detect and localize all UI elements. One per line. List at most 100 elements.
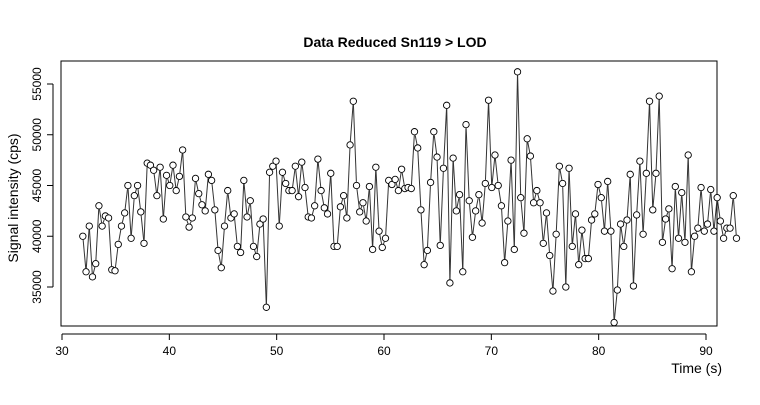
data-point xyxy=(688,269,694,275)
data-point xyxy=(347,142,353,148)
data-point xyxy=(569,243,575,249)
data-point xyxy=(508,157,514,163)
data-point xyxy=(134,182,140,188)
data-point xyxy=(469,234,475,240)
data-point xyxy=(250,243,256,249)
data-point xyxy=(357,209,363,215)
data-point xyxy=(453,208,459,214)
data-point xyxy=(202,208,208,214)
data-point xyxy=(244,214,250,220)
data-point xyxy=(299,159,305,165)
data-point xyxy=(321,205,327,211)
data-point xyxy=(518,194,524,200)
y-tick-label: 45000 xyxy=(30,168,44,202)
data-point xyxy=(524,136,530,142)
data-point xyxy=(547,252,553,258)
data-point xyxy=(131,192,137,198)
data-point xyxy=(460,269,466,275)
data-point xyxy=(392,176,398,182)
data-point xyxy=(621,243,627,249)
x-tick-label: 50 xyxy=(270,344,284,358)
data-point xyxy=(595,181,601,187)
data-point xyxy=(96,203,102,209)
data-point xyxy=(308,215,314,221)
data-point xyxy=(585,255,591,261)
data-point xyxy=(334,243,340,249)
data-point xyxy=(208,177,214,183)
data-point xyxy=(237,249,243,255)
data-point xyxy=(125,182,131,188)
data-point xyxy=(511,246,517,252)
data-point xyxy=(231,211,237,217)
data-point xyxy=(93,260,99,266)
data-point xyxy=(225,187,231,193)
data-point xyxy=(717,218,723,224)
data-point xyxy=(398,166,404,172)
data-point xyxy=(421,261,427,267)
data-point xyxy=(685,152,691,158)
data-point xyxy=(170,162,176,168)
data-point xyxy=(624,217,630,223)
data-point xyxy=(373,164,379,170)
data-point xyxy=(733,235,739,241)
data-point xyxy=(105,215,111,221)
data-point xyxy=(340,192,346,198)
data-point xyxy=(698,184,704,190)
data-point xyxy=(128,235,134,241)
data-point xyxy=(588,217,594,223)
data-point xyxy=(292,163,298,169)
data-point xyxy=(189,215,195,221)
data-point xyxy=(212,207,218,213)
data-point xyxy=(714,194,720,200)
data-point xyxy=(482,180,488,186)
data-point xyxy=(527,153,533,159)
data-point xyxy=(653,170,659,176)
data-point xyxy=(495,182,501,188)
data-point xyxy=(611,319,617,325)
data-point xyxy=(86,223,92,229)
data-point xyxy=(592,211,598,217)
data-point xyxy=(447,280,453,286)
data-point xyxy=(666,206,672,212)
data-point xyxy=(360,200,366,206)
x-axis-label: Time (s) xyxy=(671,360,722,376)
data-point xyxy=(608,228,614,234)
series-line-segment xyxy=(696,231,697,232)
data-point xyxy=(704,221,710,227)
data-point xyxy=(337,204,343,210)
data-point xyxy=(492,152,498,158)
data-point xyxy=(730,192,736,198)
data-point xyxy=(485,97,491,103)
x-tick-label: 30 xyxy=(55,344,69,358)
data-point xyxy=(192,175,198,181)
data-point xyxy=(456,191,462,197)
data-point xyxy=(163,172,169,178)
data-point xyxy=(199,202,205,208)
data-point xyxy=(540,240,546,246)
x-tick-label: 60 xyxy=(377,344,391,358)
data-point xyxy=(711,228,717,234)
data-point xyxy=(695,225,701,231)
data-point xyxy=(437,242,443,248)
data-point xyxy=(672,183,678,189)
data-point xyxy=(311,203,317,209)
x-tick-label: 40 xyxy=(163,344,177,358)
data-point xyxy=(80,233,86,239)
data-point xyxy=(627,171,633,177)
data-point xyxy=(563,284,569,290)
data-point xyxy=(630,283,636,289)
y-tick-label: 55000 xyxy=(30,67,44,101)
data-point xyxy=(328,170,334,176)
data-point xyxy=(682,239,688,245)
data-point xyxy=(476,191,482,197)
data-point xyxy=(534,187,540,193)
data-point xyxy=(154,192,160,198)
data-point xyxy=(186,224,192,230)
data-point xyxy=(617,221,623,227)
data-point xyxy=(176,173,182,179)
data-point xyxy=(463,121,469,127)
data-point xyxy=(543,210,549,216)
data-point xyxy=(501,259,507,265)
